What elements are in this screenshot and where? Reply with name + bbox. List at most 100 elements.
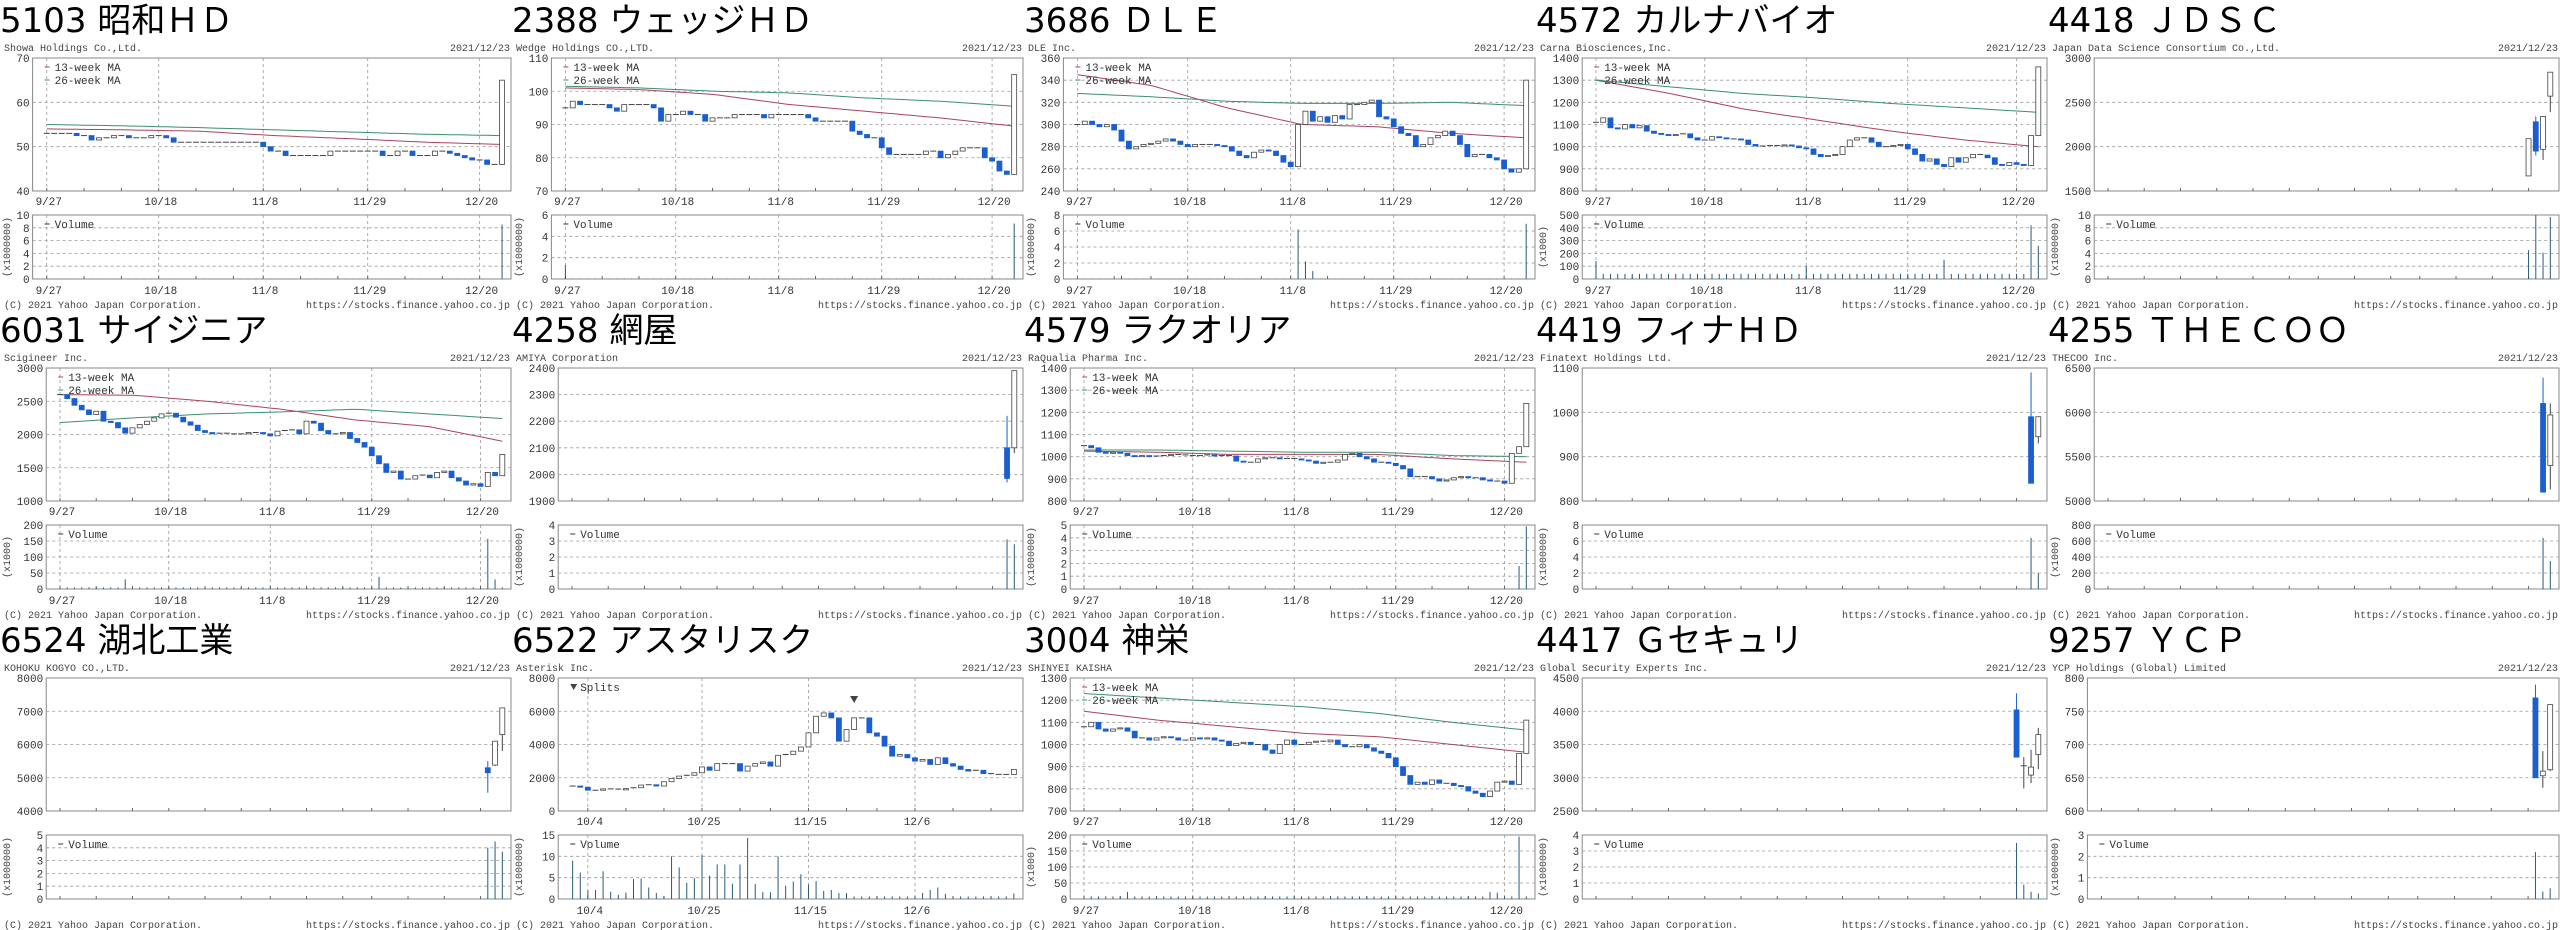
volume-tick-label: 4 [1054, 243, 1061, 255]
candle-down [1429, 476, 1435, 480]
candle-down [187, 421, 194, 426]
source-url-footer[interactable]: https://stocks.finance.yahoo.co.jp [818, 920, 1022, 930]
price-tick-label: 3000 [2065, 54, 2091, 66]
volume-tick-label: 10 [2078, 211, 2091, 223]
candle-down [904, 754, 911, 759]
stock-title: 4418 ＪＤＳＣ [2048, 1, 2281, 41]
source-url-footer[interactable]: https://stocks.finance.yahoo.co.jp [1842, 300, 2046, 310]
source-url-footer[interactable]: https://stocks.finance.yahoo.co.jp [2354, 610, 2558, 620]
source-url-footer[interactable]: https://stocks.finance.yahoo.co.jp [818, 300, 1022, 310]
volume-tick-label: 200 [2071, 569, 2091, 581]
volume-date-tick-label: 11/29 [353, 286, 386, 298]
candle-down [1651, 130, 1657, 134]
price-tick-label: 2000 [17, 431, 43, 443]
legend-label: 26-week MA [1092, 386, 1158, 398]
candle-down [361, 442, 368, 448]
volume-tick-label: 8 [2085, 224, 2092, 236]
source-url-footer[interactable]: https://stocks.finance.yahoo.co.jp [2354, 300, 2558, 310]
candle-up [1458, 476, 1464, 479]
volume-date-tick-label: 11/8 [1283, 906, 1309, 918]
legend-label: 13-week MA [1085, 63, 1151, 75]
candle-down [653, 784, 660, 787]
price-tick-label: 5500 [2065, 453, 2091, 465]
volume-date-tick-label: 10/4 [577, 906, 604, 918]
stock-chart-panel: 1900 2000 2100 2200 2300 2400 0 1 2 3 4 Volume (x100… [512, 310, 1024, 620]
candle-down [1236, 150, 1243, 156]
source-url-footer[interactable]: https://stocks.finance.yahoo.co.jp [1330, 610, 1534, 620]
candle-down [2013, 709, 2020, 758]
candle-down [1919, 154, 1926, 162]
date-tick-label: 10/18 [1178, 507, 1211, 519]
volume-tick-label: 4 [1061, 534, 1068, 546]
company-name: THECOO Inc. [2052, 354, 2118, 365]
source-url-footer[interactable]: https://stocks.finance.yahoo.co.jp [818, 610, 1022, 620]
candle-down [1607, 117, 1614, 129]
candle-up [1709, 136, 1715, 141]
source-url-footer[interactable]: https://stocks.finance.yahoo.co.jp [306, 300, 510, 310]
candle-down [1479, 792, 1486, 797]
source-url-footer[interactable]: https://stocks.finance.yahoo.co.jp [306, 610, 510, 620]
candle-up [2035, 416, 2042, 438]
candle-down [1376, 99, 1382, 118]
candle-up [1204, 737, 1211, 740]
volume-plot-frame [557, 524, 1024, 590]
legend-label: 13-week MA [1092, 683, 1158, 695]
candle-up [680, 110, 686, 115]
volume-date-tick-label: 11/8 [252, 286, 278, 298]
price-tick-label: 750 [2065, 707, 2085, 719]
candle-down [1458, 785, 1464, 788]
candle-down [856, 130, 863, 135]
copyright-footer: (C) 2021 Yahoo Japan Corporation. [1028, 300, 1226, 310]
volume-tick-label: 8 [1573, 521, 1580, 533]
candle-down [1955, 157, 1962, 163]
source-url-footer[interactable]: https://stocks.finance.yahoo.co.jp [2354, 920, 2558, 930]
candle-up [820, 712, 827, 717]
candle-down [455, 477, 462, 482]
candle-down [1723, 137, 1730, 140]
candle-up [1420, 144, 1427, 148]
source-url-footer[interactable]: https://stocks.finance.yahoo.co.jp [1330, 920, 1534, 930]
candle-down [477, 483, 484, 487]
candle-up [922, 150, 929, 155]
candle-up [1251, 151, 1257, 159]
chart-date: 2021/12/23 [2498, 43, 2558, 55]
volume-date-tick-label: 9/27 [1073, 906, 1099, 918]
candle-down [1088, 445, 1095, 449]
stock-title: 4417 Ｇセキュリ [1536, 621, 1803, 661]
candle-down [260, 141, 267, 148]
source-url-footer[interactable]: https://stocks.finance.yahoo.co.jp [1842, 920, 2046, 930]
source-url-footer[interactable]: https://stocks.finance.yahoo.co.jp [306, 920, 510, 930]
price-tick-label: 6000 [529, 707, 555, 719]
source-url-footer[interactable]: https://stocks.finance.yahoo.co.jp [1330, 300, 1534, 310]
source-url-footer[interactable]: https://stocks.finance.yahoo.co.jp [1842, 610, 2046, 620]
candle-up [744, 765, 751, 772]
candle-down [1118, 129, 1125, 142]
candle-up [245, 432, 252, 435]
candle-down [1400, 465, 1406, 470]
date-tick-label: 12/20 [1490, 197, 1523, 209]
candle-down [1643, 125, 1650, 132]
candle-down [1131, 730, 1138, 739]
volume-legend-label: Volume [2116, 220, 2156, 232]
price-tick-label: 900 [1559, 165, 1579, 177]
candle-up [1342, 454, 1348, 461]
candle-down [368, 446, 375, 457]
price-tick-label: 4000 [1553, 707, 1579, 719]
price-plot-frame [557, 367, 1024, 502]
volume-date-tick-label: 10/25 [687, 906, 720, 918]
price-tick-label: 60 [16, 98, 29, 110]
candle-down [1738, 138, 1744, 141]
volume-unit-label: (x1000000) [2, 837, 14, 897]
candle-down [836, 717, 842, 742]
candle-down [1184, 144, 1191, 148]
chart-date: 2021/12/23 [1474, 43, 1534, 55]
volume-legend-label: Volume [1604, 220, 1644, 232]
volume-tick-label: 4 [1573, 553, 1580, 565]
candle-up [805, 732, 812, 748]
candle-up [136, 424, 143, 429]
candle-up [714, 763, 721, 771]
volume-tick-label: 2 [1573, 863, 1580, 875]
stock-title: 3004 神栄 [1024, 621, 1189, 661]
candle-up [1153, 737, 1160, 741]
